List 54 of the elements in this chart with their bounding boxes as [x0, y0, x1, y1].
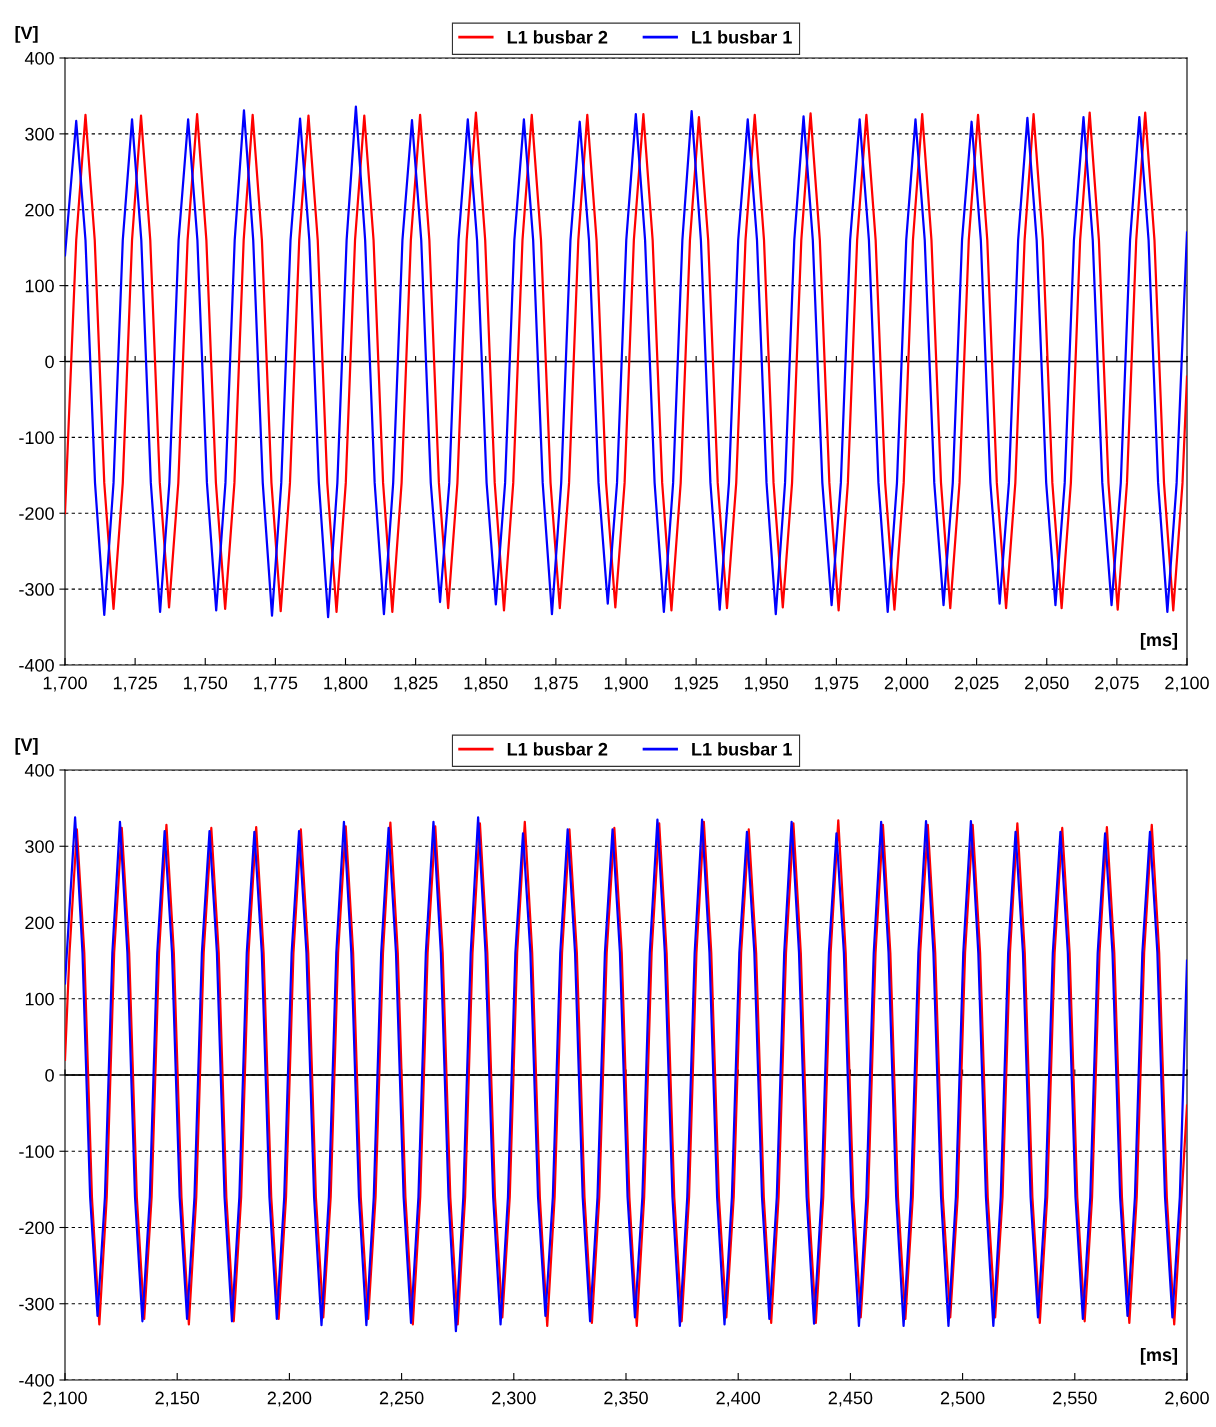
x-tick-label: 2,600: [1165, 1391, 1209, 1407]
x-tick-label: 1,750: [184, 676, 228, 692]
x-tick-label: 1,700: [43, 676, 87, 692]
y-tick-label: 200: [25, 203, 54, 217]
legend-label: L1 busbar 1: [692, 742, 792, 756]
y-tick-label: 300: [25, 840, 54, 853]
y-tick-label: 400: [24, 51, 54, 65]
legend-label: L1 busbar 1: [692, 30, 792, 44]
y-tick-label: 100: [25, 992, 54, 1006]
x-tick-label: 2,025: [954, 676, 999, 692]
x-tick-label: 2,050: [1025, 676, 1069, 692]
x-axis-title: [ms]: [1140, 1347, 1178, 1365]
x-tick-label: 1,975: [815, 676, 859, 692]
x-tick-label: 1,800: [324, 676, 368, 692]
x-tick-label: 2,450: [828, 1391, 873, 1407]
x-tick-label: 1,950: [745, 676, 789, 692]
x-tick-label: 2,075: [1095, 676, 1139, 692]
y-tick-label: 200: [25, 916, 54, 930]
x-tick-label: 2,000: [884, 676, 929, 692]
y-tick-label: 0: [45, 1068, 54, 1082]
x-tick-label: 1,900: [604, 676, 648, 692]
x-tick-label: 2,550: [1053, 1391, 1097, 1407]
legend-label: L1 busbar 2: [507, 30, 608, 44]
y-tick-label: 400: [24, 763, 54, 777]
x-tick-label: 2,350: [604, 1391, 648, 1407]
y-tick-label: 100: [25, 279, 54, 293]
x-axis-title: [ms]: [1140, 632, 1178, 650]
y-tick-label: -100: [19, 431, 54, 445]
x-tick-label: 1,850: [464, 676, 508, 692]
x-tick-label: 1,775: [254, 676, 298, 692]
y-tick-label: -200: [19, 1221, 54, 1235]
x-tick-label: 2,150: [155, 1391, 200, 1407]
y-tick-label: -400: [19, 1373, 54, 1387]
x-tick-label: 2,400: [716, 1391, 761, 1407]
y-axis-title: [V]: [15, 737, 38, 755]
y-tick-label: 0: [45, 355, 54, 369]
y-tick-label: 300: [25, 127, 54, 141]
x-tick-label: 2,250: [379, 1391, 424, 1407]
x-tick-label: 1,925: [674, 676, 718, 692]
x-tick-label: 1,875: [534, 676, 578, 692]
x-tick-label: 2,200: [267, 1391, 312, 1407]
y-tick-label: -200: [19, 507, 54, 520]
x-tick-label: 2,500: [940, 1391, 985, 1407]
y-tick-label: -300: [19, 583, 54, 596]
y-tick-label: -400: [19, 658, 54, 672]
x-tick-label: 2,100: [43, 1391, 87, 1407]
x-tick-label: 1,825: [394, 676, 438, 692]
y-tick-label: -100: [19, 1145, 54, 1158]
legend-label: L1 busbar 2: [507, 742, 608, 756]
y-axis-title: [V]: [15, 25, 38, 43]
x-tick-label: 1,725: [113, 676, 157, 692]
x-tick-label: 2,100: [1165, 676, 1209, 692]
x-tick-label: 2,300: [492, 1391, 536, 1407]
y-tick-label: -300: [19, 1297, 54, 1311]
